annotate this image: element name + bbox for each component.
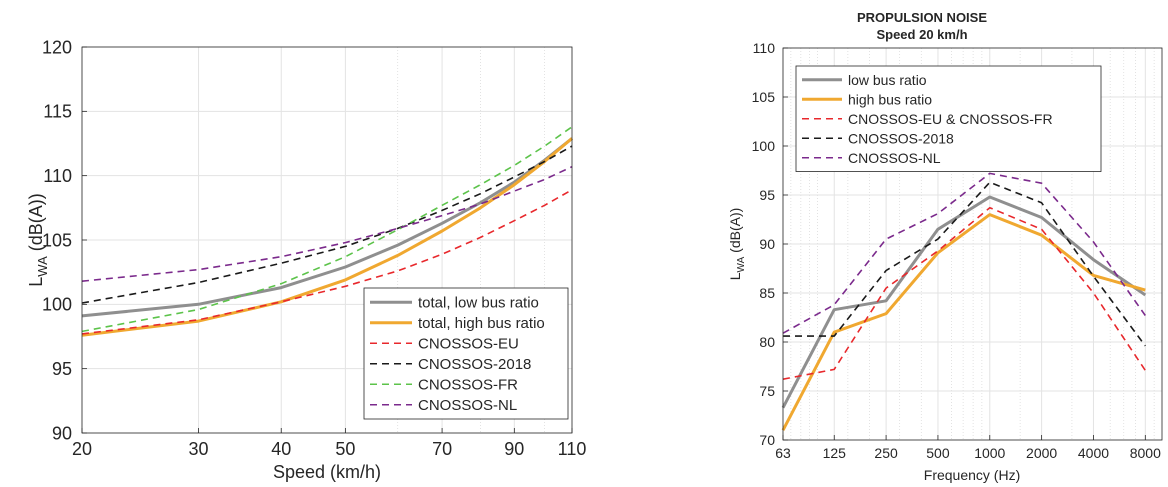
legend-label: CNOSSOS-EU xyxy=(418,336,519,353)
legend-label: CNOSSOS-2018 xyxy=(418,356,531,373)
legend-box xyxy=(795,65,1102,172)
x-tick-label: 4000 xyxy=(1078,445,1109,461)
y-tick-label: 80 xyxy=(759,334,775,350)
y-tick-label: 85 xyxy=(759,285,775,301)
speed-y-axis-label: LWA (dB(A)) xyxy=(26,193,50,286)
y-tick-label: 110 xyxy=(43,166,72,186)
legend-label: total, low bus ratio xyxy=(418,295,539,312)
legend-label: CNOSSOS-FR xyxy=(418,377,518,394)
y-tick-label: 95 xyxy=(759,187,775,203)
series-line xyxy=(782,172,1146,334)
x-tick-label: 1000 xyxy=(974,445,1005,461)
series-line xyxy=(81,145,573,304)
speed-x-axis-label: Speed (km/h) xyxy=(273,462,381,482)
x-tick-label: 30 xyxy=(189,439,209,459)
legend-label: CNOSSOS-NL xyxy=(848,150,941,166)
x-tick-label: 90 xyxy=(504,439,524,459)
y-tick-label: 100 xyxy=(752,138,776,154)
x-tick-label: 63 xyxy=(775,445,791,461)
series-line xyxy=(81,165,573,282)
speed-chart: 20 30 40 50 70 90 110 90 95 100 105 110 115 120 total… xyxy=(26,37,586,482)
frequency-series-lines xyxy=(781,172,1147,431)
series-line xyxy=(81,189,573,335)
x-tick-label: 125 xyxy=(823,445,847,461)
speed-legend: total, low bus ratio total, high bus rati… xyxy=(363,287,569,420)
x-tick-label: 250 xyxy=(874,445,898,461)
speed-ticks: 20 30 40 50 70 90 110 90 95 100 105 110 115 120 xyxy=(42,37,586,459)
legend-label: total, high bus ratio xyxy=(418,315,545,332)
x-tick-label: 110 xyxy=(558,439,587,459)
y-tick-label: 90 xyxy=(52,423,72,443)
frequency-x-axis-label: Frequency (Hz) xyxy=(924,467,1020,483)
series-line xyxy=(81,126,573,333)
series-line xyxy=(781,213,1146,431)
frequency-ticks: 63 125 250 500 1000 2000 4000 8000 70 75 80 85 90 95 1… xyxy=(752,40,1161,461)
y-tick-label: 75 xyxy=(759,383,775,399)
y-tick-label: 70 xyxy=(759,432,775,448)
frequency-legend: low bus ratio high bus ratio CNOSSOS-EU & … xyxy=(795,65,1102,172)
legend-label: CNOSSOS-2018 xyxy=(848,130,954,146)
y-tick-label: 90 xyxy=(759,236,775,252)
series-line xyxy=(781,195,1147,409)
y-tick-label: 95 xyxy=(52,359,72,379)
series-line xyxy=(782,206,1146,380)
x-tick-label: 2000 xyxy=(1026,445,1057,461)
x-tick-label: 20 xyxy=(72,439,92,459)
legend-label: CNOSSOS-NL xyxy=(418,397,517,414)
x-tick-label: 70 xyxy=(432,439,452,459)
series-line xyxy=(783,181,1146,347)
y-tick-label: 115 xyxy=(43,102,72,122)
y-tick-label: 110 xyxy=(753,40,776,56)
y-tick-label: 105 xyxy=(42,230,72,250)
frequency-y-axis-label: LWA (dB(A)) xyxy=(727,208,747,281)
x-tick-label: 50 xyxy=(335,439,355,459)
y-tick-label: 120 xyxy=(42,37,72,57)
legend-box xyxy=(363,287,569,420)
legend-label: CNOSSOS-EU & CNOSSOS-FR xyxy=(848,111,1053,127)
frequency-chart: PROPULSION NOISE Speed 20 km/h 63 125 250 5… xyxy=(727,10,1163,483)
x-tick-label: 40 xyxy=(271,439,291,459)
x-tick-label: 500 xyxy=(926,445,950,461)
y-tick-label: 105 xyxy=(752,89,776,105)
speed-series-lines xyxy=(81,126,573,337)
y-tick-label: 100 xyxy=(42,295,72,315)
legend-label: high bus ratio xyxy=(848,91,932,107)
legend-label: low bus ratio xyxy=(848,72,927,88)
frequency-chart-subtitle: Speed 20 km/h xyxy=(876,27,967,42)
frequency-chart-title: PROPULSION NOISE xyxy=(857,10,987,25)
x-tick-label: 8000 xyxy=(1130,445,1161,461)
